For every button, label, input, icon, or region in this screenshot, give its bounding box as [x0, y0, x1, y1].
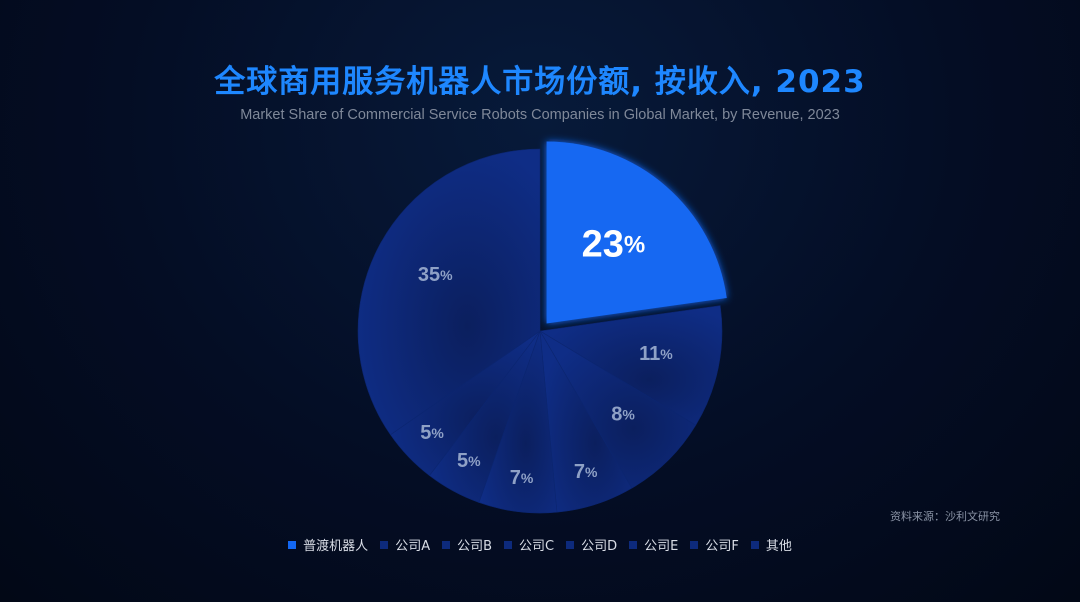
legend-label-3: 公司C — [519, 539, 555, 554]
legend-swatch-5 — [629, 540, 638, 549]
pie-label-0: 23% — [582, 224, 646, 266]
legend-label-6: 公司F — [705, 539, 739, 554]
pie-slice-7 — [357, 148, 541, 436]
chart-subtitle: Market Share of Commercial Service Robot… — [240, 107, 840, 123]
legend-item-0: 普渡机器人 — [288, 535, 368, 554]
legend-label-1: 公司A — [395, 539, 431, 554]
pie-labels: 23% 11% 8% 7% 7% 5% 5% 35% — [418, 224, 673, 490]
pie-label-4: 7% — [510, 467, 534, 489]
legend-item-4: 公司D — [566, 535, 617, 554]
legend-label-5: 公司E — [644, 539, 679, 554]
legend-swatch-0 — [288, 540, 297, 549]
legend-item-7: 其他 — [750, 535, 792, 554]
pie-label-6: 5% — [420, 422, 444, 444]
legend-label-7: 其他 — [765, 539, 792, 554]
pie-label-3: 7% — [574, 461, 598, 483]
legend-swatch-4 — [566, 540, 575, 549]
source-note: 资料来源：沙利文研究 — [890, 510, 1000, 523]
pie-label-1: 11% — [639, 343, 673, 365]
pie-label-7: 35% — [418, 264, 453, 286]
legend-item-3: 公司C — [504, 535, 554, 554]
legend-item-2: 公司B — [442, 535, 492, 554]
legend-swatch-2 — [442, 540, 451, 549]
chart-legend: 普渡机器人 公司A 公司B 公司C 公司D 公司E 公司F 其他 — [0, 535, 1080, 554]
legend-swatch-7 — [750, 540, 759, 549]
pie-label-2: 8% — [611, 404, 635, 426]
pie-slices — [357, 141, 727, 514]
legend-label-0: 普渡机器人 — [303, 539, 369, 554]
pie-slice-1 — [539, 305, 723, 426]
legend-item-1: 公司A — [380, 535, 430, 554]
pie-label-5: 5% — [457, 450, 481, 472]
chart-title: 全球商用服务机器人市场份额, 按收入, 2023 — [214, 64, 866, 100]
pie-slice-2 — [539, 330, 697, 489]
legend-label-2: 公司B — [457, 539, 493, 554]
legend-label-4: 公司D — [581, 539, 618, 554]
chart-header: 全球商用服务机器人市场份额, 按收入, 2023 Market Share of… — [0, 56, 1080, 123]
legend-item-6: 公司F — [690, 535, 739, 554]
legend-item-5: 公司E — [629, 535, 678, 554]
legend-swatch-3 — [504, 540, 513, 549]
legend-swatch-6 — [690, 540, 699, 549]
pie-slice-0 — [546, 141, 727, 324]
legend-swatch-1 — [380, 540, 389, 549]
